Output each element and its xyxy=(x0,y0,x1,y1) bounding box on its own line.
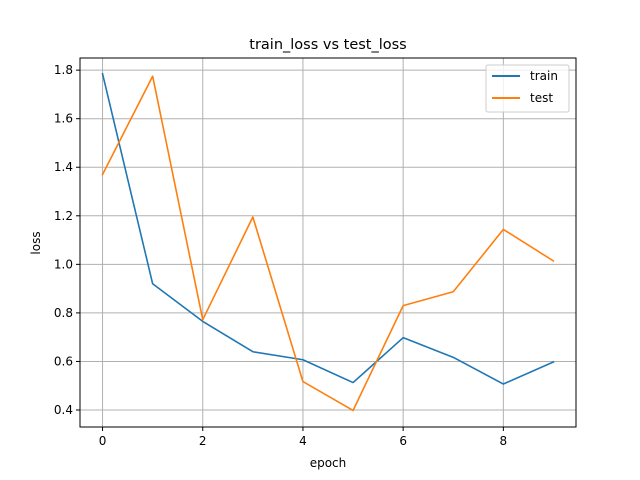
y-tick-label: 1.2 xyxy=(54,209,73,223)
x-tick-label: 2 xyxy=(199,434,207,448)
y-tick-label: 0.8 xyxy=(54,306,73,320)
x-tick-label: 6 xyxy=(399,434,407,448)
y-tick-label: 0.4 xyxy=(54,403,73,417)
legend-label-train: train xyxy=(530,69,558,83)
y-tick-label: 1.8 xyxy=(54,63,73,77)
y-axis-ticks: 0.4 0.6 0.8 1.0 1.2 1.4 1.6 1.8 xyxy=(54,63,80,417)
legend-label-test: test xyxy=(530,91,553,105)
grid xyxy=(80,58,576,427)
y-tick-label: 1.0 xyxy=(54,257,73,271)
x-axis-label: epoch xyxy=(310,456,347,470)
legend: train test xyxy=(485,64,570,113)
series-lines xyxy=(101,72,555,412)
chart-title: train_loss vs test_loss xyxy=(249,37,406,53)
x-tick-label: 8 xyxy=(500,434,508,448)
x-tick-label: 4 xyxy=(299,434,307,448)
series-line-train xyxy=(101,72,555,385)
y-axis-label: loss xyxy=(29,231,43,254)
y-tick-label: 1.4 xyxy=(54,160,73,174)
y-tick-label: 0.6 xyxy=(54,354,73,368)
series-line-test xyxy=(101,75,555,412)
x-tick-label: 0 xyxy=(99,434,107,448)
y-tick-label: 1.6 xyxy=(54,112,73,126)
plot-frame xyxy=(79,57,577,428)
x-axis-ticks: 0 2 4 6 8 xyxy=(99,427,507,448)
